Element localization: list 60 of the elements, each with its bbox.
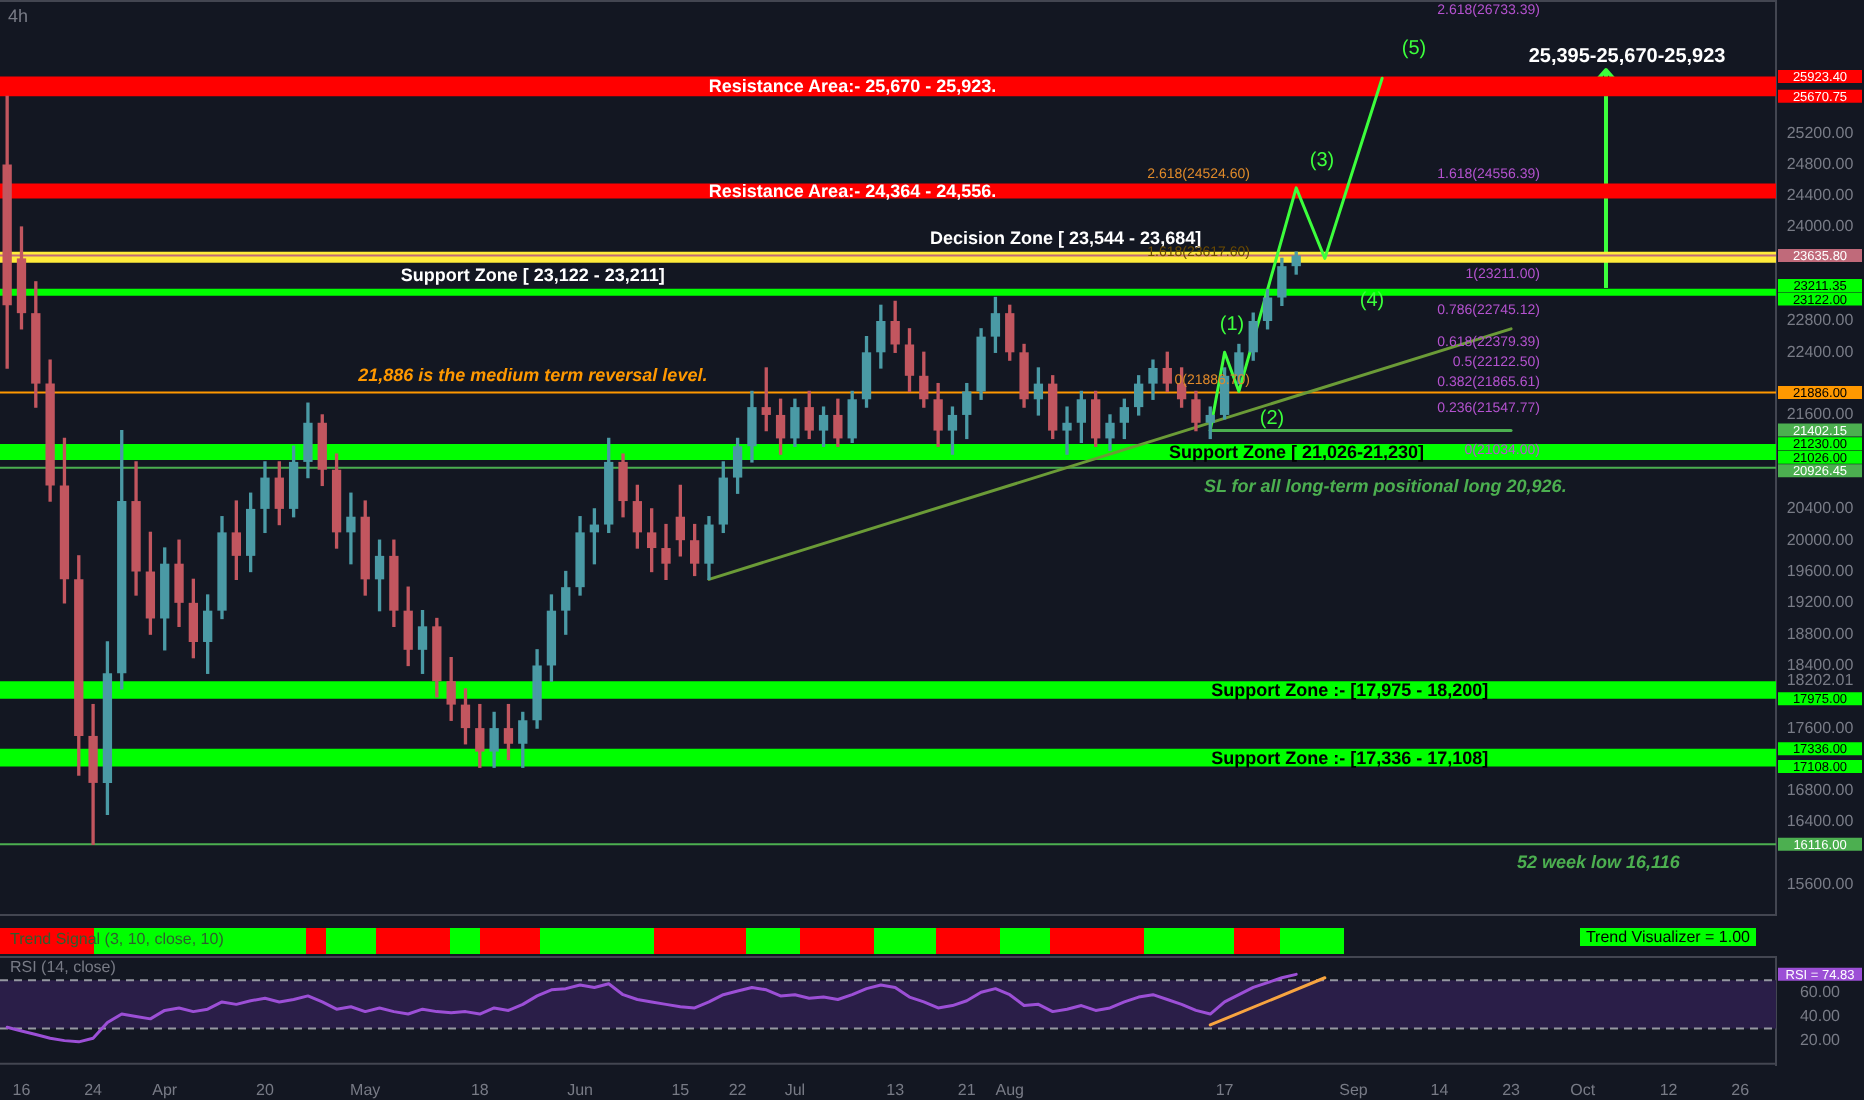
ref-line-label: 21,886 is the medium term reversal level. [356, 364, 708, 385]
x-tick-label: Oct [1570, 1080, 1597, 1099]
annotation: 25,395-25,670-25,923 [1528, 45, 1727, 68]
x-tick-label: Aug [995, 1080, 1024, 1099]
band-label: Resistance Area:- 24,364 - 24,556. [708, 181, 997, 201]
band-label: Support Zone :- [17,975 - 18,200] [1211, 679, 1489, 700]
y-tick-label: 40.00 [1799, 1006, 1842, 1025]
x-tick-label: Apr [152, 1080, 178, 1099]
x-tick-label: 18 [470, 1080, 490, 1099]
chart-title: 4h [8, 5, 29, 26]
band-label: Resistance Area:- 25,670 - 25,923. [708, 76, 997, 97]
annotation: RSI (14, close) [10, 958, 117, 977]
ref-line-label: 52 week low 16,116 [1517, 852, 1682, 873]
y-tick-label: 20400.00 [1786, 499, 1855, 518]
x-tick-label: 13 [886, 1080, 906, 1099]
annotation: (1) [1219, 313, 1245, 336]
x-tick-label: 21 [957, 1080, 977, 1099]
x-tick-label: Jun [567, 1080, 593, 1099]
ref-line-label: SL for all long-term positional long 20,926. [1203, 475, 1567, 496]
band-label: Support Zone [ 23,122 - 23,211] [400, 264, 665, 285]
y-tick-label: 24800.00 [1786, 154, 1855, 173]
y-tick-label: 20.00 [1799, 1031, 1842, 1050]
band-label: Support Zone [ 21,026-21,230] [1168, 441, 1425, 462]
band-label: Decision Zone [ 23,544 - 23,684] [930, 227, 1202, 248]
y-tick-label: 24000.00 [1786, 217, 1855, 236]
annotation: (5) [1401, 37, 1427, 60]
x-tick-label: 12 [1659, 1080, 1679, 1099]
x-tick-label: 26 [1731, 1080, 1751, 1099]
y-tick-label: 20000.00 [1786, 530, 1855, 549]
x-tick-label: 14 [1430, 1080, 1450, 1099]
x-tick-label: 20 [256, 1080, 275, 1099]
x-tick-label: 15 [671, 1080, 691, 1099]
annotation: (4) [1359, 289, 1385, 312]
x-tick-label: 17 [1215, 1080, 1235, 1099]
y-tick-label: 60.00 [1799, 982, 1842, 1001]
x-tick-label: Sep [1339, 1080, 1369, 1099]
y-tick-label: 18400.00 [1786, 655, 1855, 674]
y-tick-label: 21600.00 [1786, 405, 1855, 424]
y-tick-label: 24400.00 [1786, 186, 1855, 205]
x-tick-label: 16 [12, 1080, 32, 1099]
y-tick-label: 18800.00 [1786, 624, 1855, 643]
annotation: (2) [1259, 407, 1285, 430]
x-tick-label: 23 [1502, 1080, 1522, 1099]
y-tick-label: 18202.01 [1786, 671, 1855, 690]
y-tick-label: 16800.00 [1786, 781, 1855, 800]
x-tick-label: 24 [84, 1080, 104, 1099]
y-tick-label: 19600.00 [1786, 561, 1855, 580]
x-tick-label: Jul [784, 1080, 806, 1099]
y-tick-label: 16400.00 [1786, 812, 1855, 831]
y-tick-label: 17600.00 [1786, 718, 1855, 737]
y-tick-label: 22400.00 [1786, 342, 1855, 361]
y-tick-label: 22800.00 [1786, 311, 1855, 330]
y-tick-label: 15600.00 [1786, 875, 1855, 894]
band-label: Support Zone :- [17,336 - 17,108] [1211, 747, 1489, 768]
y-tick-label: 19200.00 [1786, 593, 1855, 612]
text: Trend Visualizer = 1.00 [1579, 928, 1756, 946]
y-tick-label: 25200.00 [1786, 123, 1855, 142]
x-tick-label: 22 [728, 1080, 748, 1099]
x-tick-label: May [350, 1080, 381, 1099]
annotation: (3) [1309, 149, 1335, 172]
